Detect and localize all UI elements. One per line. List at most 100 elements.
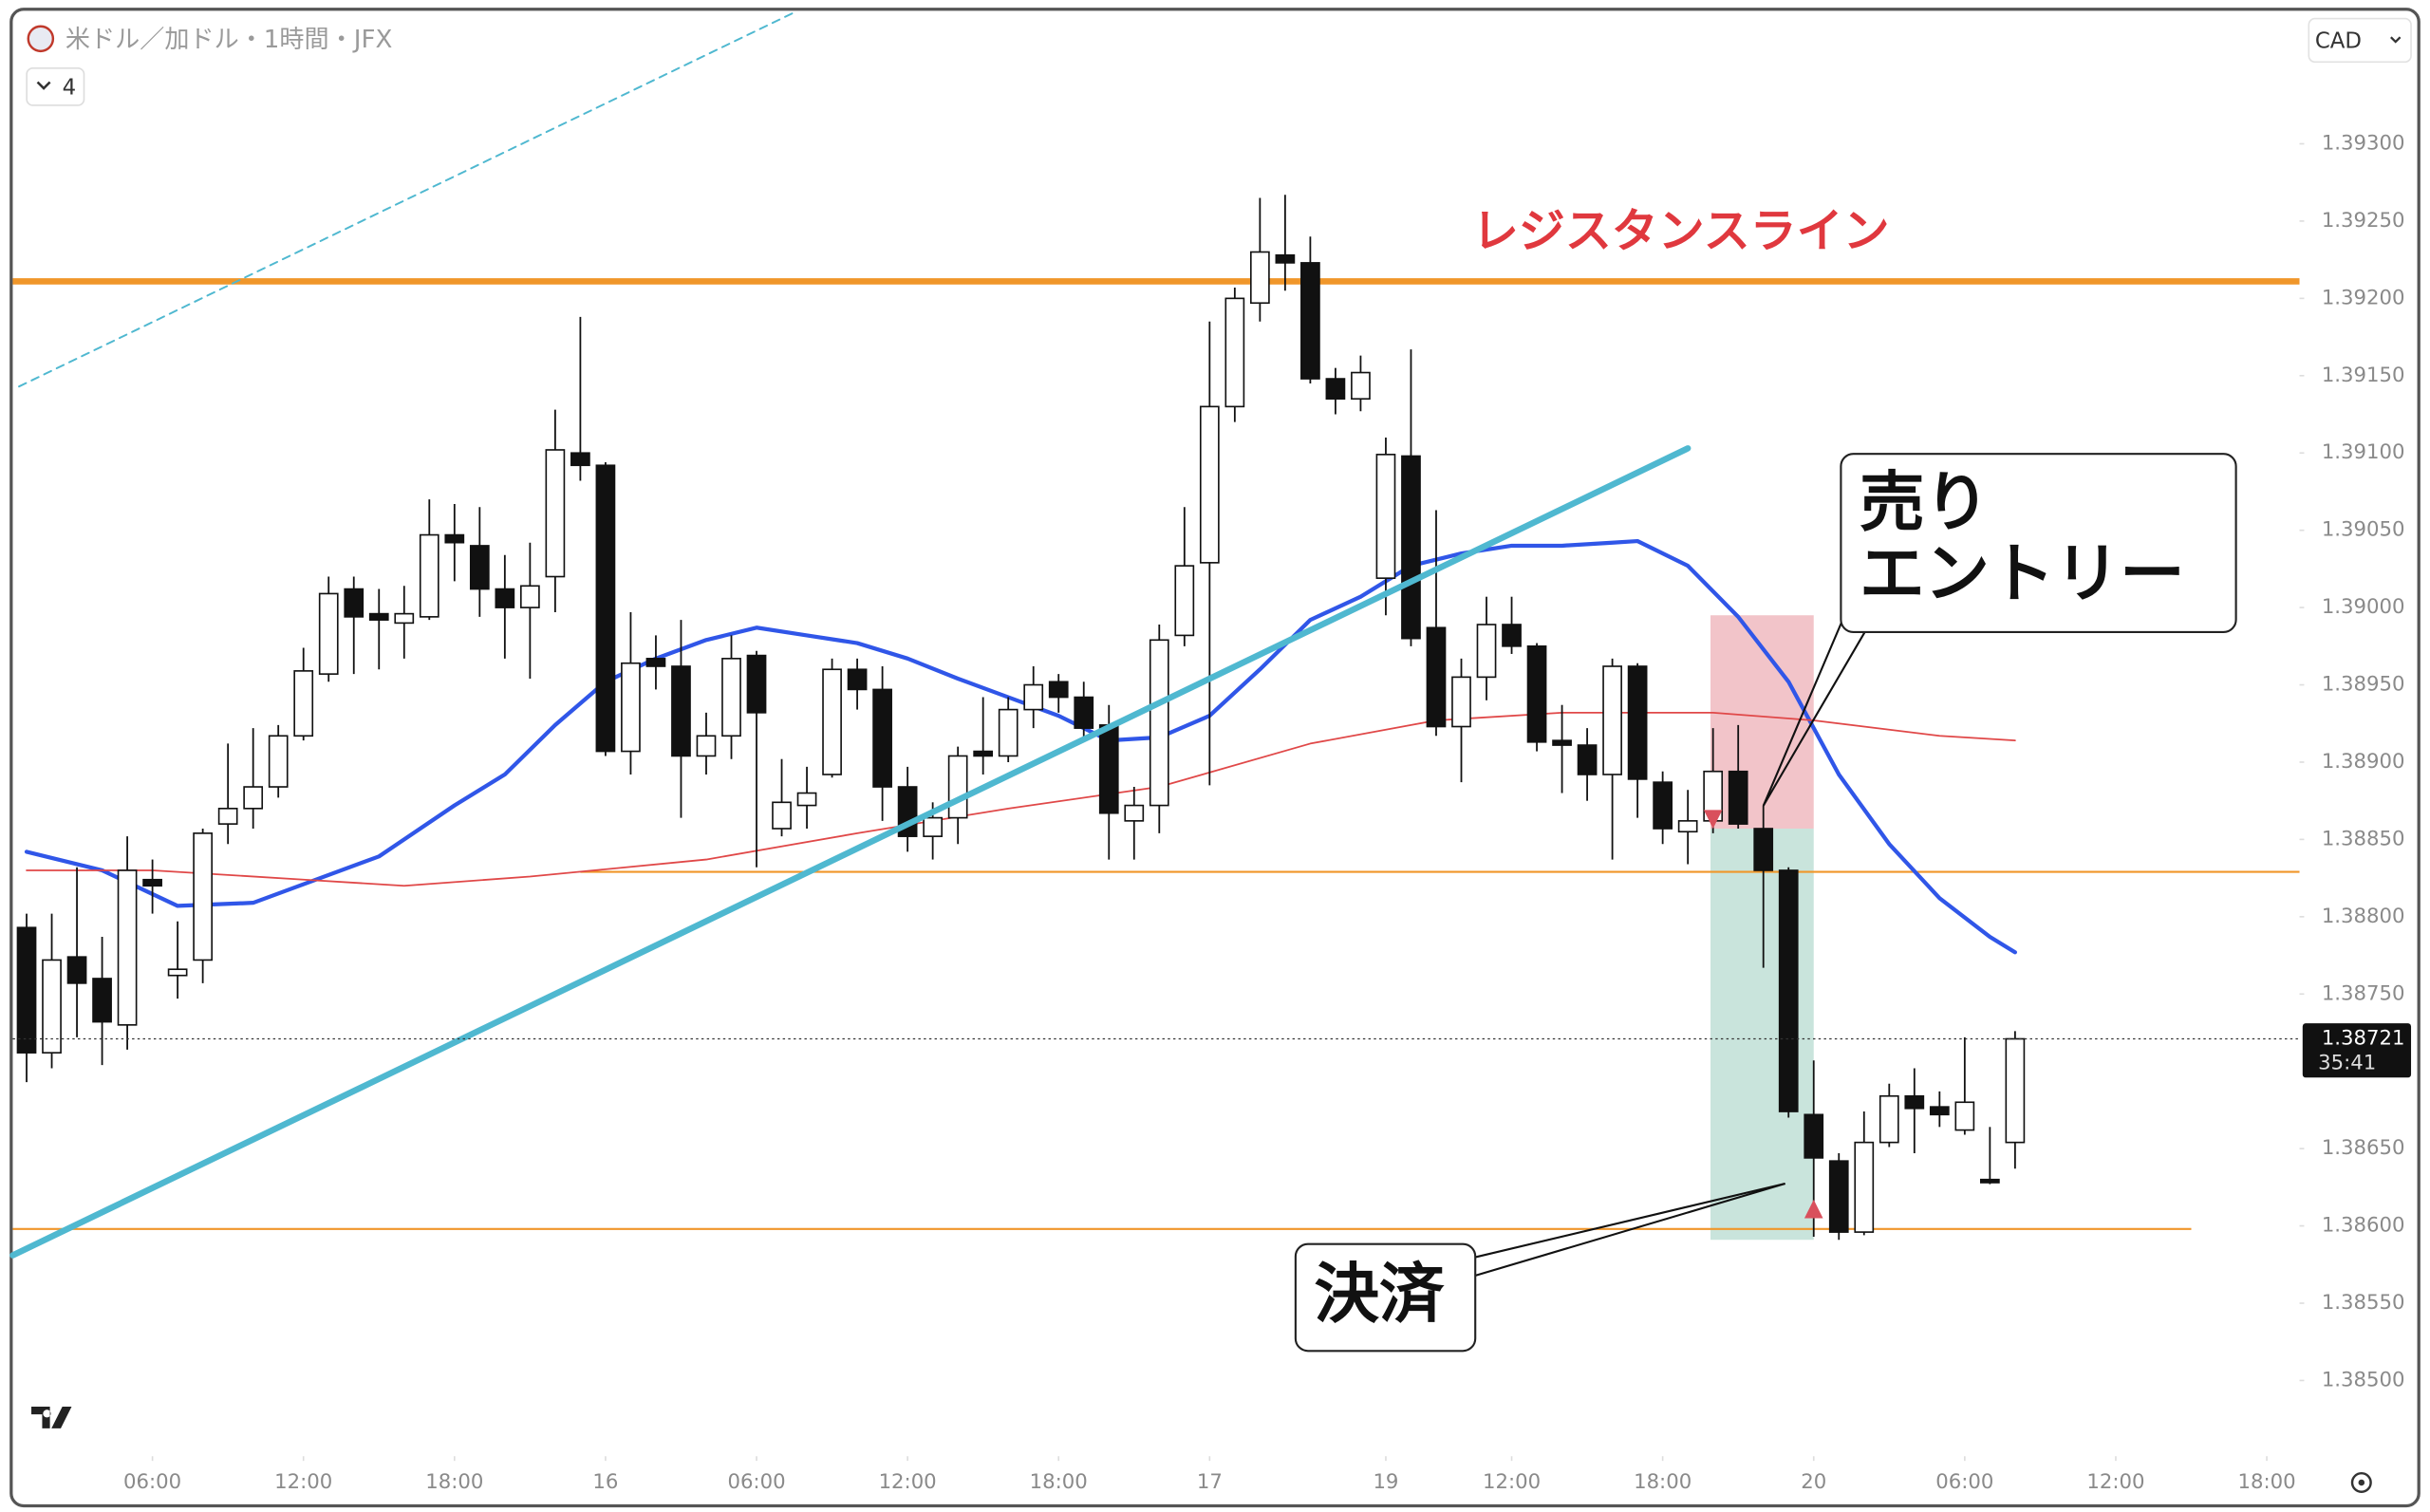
candle-body [1124,804,1145,822]
x-tick-label: 12:00 [2086,1470,2144,1494]
y-tick-label: 1.39100 [2322,440,2405,464]
currency-label[interactable]: CAD [2315,29,2362,54]
candle-body [746,654,767,714]
candle-body [1979,1178,2000,1184]
candle-body [796,792,817,807]
candle-body [1325,378,1346,401]
candle-body [1426,626,1447,728]
x-tick-label: 12:00 [879,1470,937,1494]
countdown-label: 35:41 [2318,1052,2376,1075]
candle-body [2005,1037,2026,1144]
candle-body [1098,724,1119,814]
candle-body [1929,1106,1950,1116]
candle-body [847,668,868,691]
symbol-title[interactable]: 米ドル／加ドル・1時間・JFX [65,26,393,54]
entry-callout-text: エントリー [1860,536,2185,612]
trend-line [9,445,1692,1259]
candle-body [368,612,389,621]
y-tick-label: 1.38750 [2322,981,2405,1005]
select-arrow [2390,36,2402,44]
candle-body [419,533,439,618]
x-tick-label: 19 [1373,1470,1398,1494]
x-tick-label: 20 [1801,1470,1826,1494]
y-tick-label: 1.38600 [2322,1214,2405,1238]
candle-body [1275,253,1296,264]
indicator-toggle[interactable] [26,66,85,106]
x-tick-label: 17 [1197,1470,1223,1494]
x-tick-label: 18:00 [1634,1470,1692,1494]
candle-body [1954,1101,1975,1131]
resistance-annotation: レジスタンスライン [1472,204,1890,258]
candle-body [1451,676,1471,728]
candle-body [243,786,264,810]
candle-body [621,662,641,753]
candle-body [16,926,37,1054]
candle-body [1526,644,1547,743]
candle-body [66,956,87,984]
y-tick-label: 1.38500 [2322,1368,2405,1391]
candle-body [923,816,943,837]
y-tick-label: 1.38950 [2322,673,2405,697]
y-tick-label: 1.38900 [2322,750,2405,774]
trend-line [18,11,795,388]
x-tick-label: 06:00 [727,1470,785,1494]
candle-body [772,801,792,830]
y-tick-label: 1.39200 [2322,286,2405,309]
last-price-badge [2302,1023,2412,1078]
candle-body [1174,565,1195,637]
x-tick-label: 18:00 [425,1470,483,1494]
entry-callout [1840,453,2237,633]
candle-body [872,688,892,788]
y-tick-label: 1.38850 [2322,827,2405,850]
candle-body [1653,781,1673,830]
candle-body [117,869,138,1026]
y-tick-label: 1.38550 [2322,1291,2405,1315]
candle-body [1677,820,1698,833]
candle-body [469,545,490,590]
candle-body [42,959,62,1054]
candle-body [167,968,188,977]
candle-body [645,658,666,667]
candle-body [495,588,515,608]
logo[interactable] [31,1407,72,1428]
y-tick-label: 1.39250 [2322,209,2405,233]
settings-icon[interactable] [2350,1471,2372,1494]
candle-body [293,670,314,737]
y-tick-label: 1.38800 [2322,905,2405,928]
candle-body [822,668,842,775]
candle-body [1249,251,1270,305]
candle-body [1375,454,1396,579]
last-price-label: 1.38721 [2322,1026,2405,1050]
candle-body [947,755,968,819]
candle-body [696,735,717,757]
candle-body [268,735,289,788]
candle-body [1552,739,1572,746]
candle-body [570,452,590,467]
candle-body [1778,869,1799,1112]
candle-body [1602,665,1622,775]
entry-callout-text: 売り [1860,465,1990,541]
candle-body [998,708,1019,757]
trade-signal [1703,810,1723,829]
y-tick-label: 1.39050 [2322,518,2405,542]
candle-body [1199,405,1220,564]
candle-body [344,588,364,618]
x-tick-label: 16 [592,1470,618,1494]
x-tick-label: 12:00 [274,1470,332,1494]
candle-body [520,585,540,608]
candle-body [1351,371,1371,401]
callout-pointer [1471,1182,1785,1260]
candle-body [217,808,238,825]
candle-body [142,878,162,887]
moving-average [24,538,2017,955]
candle-body [318,592,339,675]
callout-pointer [1762,616,1845,807]
candle-body [1023,683,1044,711]
candle-body [394,612,415,625]
indicator-count[interactable]: 4 [63,76,77,101]
currency-select[interactable] [2308,17,2412,64]
y-tick-label: 1.39000 [2322,595,2405,619]
x-tick-label: 18:00 [2237,1470,2295,1494]
x-tick-label: 06:00 [123,1470,181,1494]
